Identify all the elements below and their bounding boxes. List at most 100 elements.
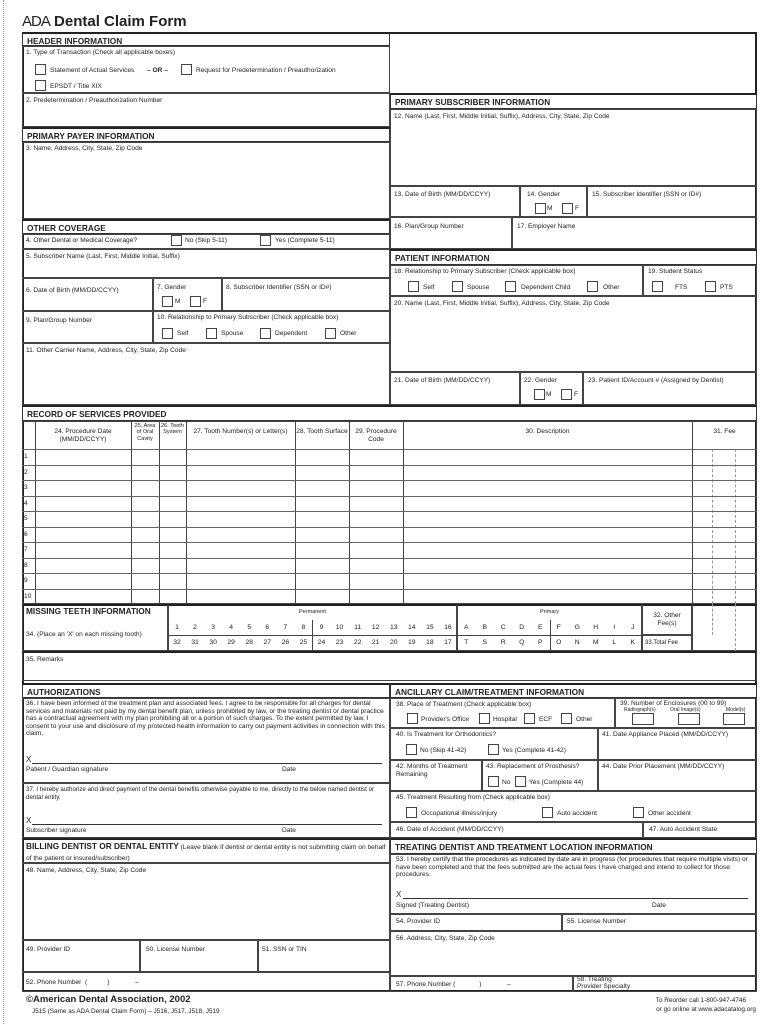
auto-accident-checkbox[interactable] bbox=[542, 807, 553, 818]
tooth-27[interactable]: 27 bbox=[263, 639, 272, 646]
ecf-checkbox[interactable] bbox=[524, 713, 535, 724]
tooth-30[interactable]: 30 bbox=[209, 639, 217, 646]
tooth-18[interactable]: 18 bbox=[426, 639, 434, 646]
item9-field[interactable] bbox=[22, 311, 153, 343]
tooth-20[interactable]: 20 bbox=[389, 639, 398, 646]
pat-gender-f-checkbox[interactable] bbox=[561, 389, 572, 400]
coverage-no-checkbox[interactable] bbox=[171, 235, 182, 246]
service-row[interactable] bbox=[22, 480, 757, 496]
item15-field[interactable] bbox=[587, 186, 757, 217]
tooth-15[interactable]: 15 bbox=[426, 624, 434, 631]
tooth-32[interactable]: 32 bbox=[173, 639, 181, 646]
tooth-28[interactable]: 28 bbox=[245, 639, 254, 646]
tooth-B[interactable]: B bbox=[482, 624, 488, 631]
tooth-C[interactable]: C bbox=[500, 624, 506, 631]
item21-field[interactable] bbox=[390, 372, 520, 405]
item47-field[interactable] bbox=[643, 822, 757, 838]
tooth-26[interactable]: 26 bbox=[281, 639, 290, 646]
tooth-G[interactable]: G bbox=[574, 624, 580, 631]
subscriber-signature-line[interactable] bbox=[32, 824, 382, 825]
prosthesis-no-checkbox[interactable] bbox=[488, 776, 499, 787]
tooth-7[interactable]: 7 bbox=[283, 624, 288, 631]
place-other-checkbox[interactable] bbox=[561, 713, 572, 724]
tooth-12[interactable]: 12 bbox=[371, 624, 380, 631]
service-row[interactable] bbox=[22, 464, 757, 481]
tooth-13[interactable]: 13 bbox=[389, 624, 398, 631]
item54-field[interactable] bbox=[390, 914, 562, 931]
tooth-17[interactable]: 17 bbox=[444, 639, 452, 646]
item51-field[interactable] bbox=[258, 940, 390, 972]
epsdt-checkbox[interactable] bbox=[35, 80, 46, 91]
other-accident-checkbox[interactable] bbox=[633, 807, 644, 818]
pts-checkbox[interactable] bbox=[705, 281, 716, 292]
tooth-F[interactable]: F bbox=[556, 624, 561, 631]
patient-signature-line[interactable] bbox=[32, 763, 382, 764]
tooth-14[interactable]: 14 bbox=[408, 624, 416, 631]
tooth-3[interactable]: 3 bbox=[211, 624, 216, 631]
item17-field[interactable] bbox=[512, 217, 757, 249]
tooth-23[interactable]: 23 bbox=[335, 639, 344, 646]
item3-field[interactable] bbox=[22, 142, 390, 219]
rel-dependent-checkbox[interactable] bbox=[260, 328, 271, 339]
tooth-Q[interactable]: Q bbox=[519, 639, 525, 646]
tooth-9[interactable]: 9 bbox=[319, 624, 324, 631]
actual-services-checkbox[interactable] bbox=[35, 64, 46, 75]
coverage-yes-checkbox[interactable] bbox=[260, 235, 271, 246]
item11-field[interactable] bbox=[22, 343, 390, 405]
tooth-K[interactable]: K bbox=[630, 639, 636, 646]
item52-field[interactable] bbox=[22, 972, 390, 992]
item2-field[interactable] bbox=[22, 93, 390, 127]
pat-other-checkbox[interactable] bbox=[587, 281, 598, 292]
prosthesis-yes-checkbox[interactable] bbox=[515, 776, 526, 787]
tooth-E[interactable]: E bbox=[537, 624, 543, 631]
tooth-4[interactable]: 4 bbox=[229, 624, 234, 631]
tooth-2[interactable]: 2 bbox=[193, 624, 197, 631]
item23-field[interactable] bbox=[583, 372, 757, 405]
item46-field[interactable] bbox=[390, 822, 643, 838]
tooth-5[interactable]: 5 bbox=[247, 624, 252, 631]
service-row[interactable] bbox=[22, 557, 757, 574]
tooth-M[interactable]: M bbox=[592, 639, 599, 646]
tooth-I[interactable]: I bbox=[613, 624, 616, 631]
other-gender-m-checkbox[interactable] bbox=[162, 296, 173, 307]
tooth-T[interactable]: T bbox=[464, 639, 469, 646]
tooth-D[interactable]: D bbox=[519, 624, 525, 631]
tooth-6[interactable]: 6 bbox=[265, 624, 270, 631]
service-row[interactable] bbox=[22, 495, 757, 512]
tooth-24[interactable]: 24 bbox=[317, 639, 326, 646]
tooth-21[interactable]: 21 bbox=[371, 639, 380, 646]
service-row[interactable] bbox=[22, 449, 757, 465]
item41-field[interactable] bbox=[598, 728, 757, 760]
pat-gender-m-checkbox[interactable] bbox=[534, 389, 545, 400]
item48-field[interactable] bbox=[22, 863, 390, 940]
rel-spouse-checkbox[interactable] bbox=[206, 328, 217, 339]
tooth-19[interactable]: 19 bbox=[408, 639, 416, 646]
rel-other-checkbox[interactable] bbox=[325, 328, 336, 339]
item8-field[interactable] bbox=[222, 278, 390, 311]
item56-field[interactable] bbox=[390, 931, 757, 976]
tooth-8[interactable]: 8 bbox=[301, 624, 306, 631]
item20-field[interactable] bbox=[390, 296, 757, 372]
item44-field[interactable] bbox=[598, 760, 757, 791]
service-row[interactable] bbox=[22, 511, 757, 527]
tooth-25[interactable]: 25 bbox=[299, 639, 308, 646]
pat-child-checkbox[interactable] bbox=[505, 281, 516, 292]
item12-field[interactable] bbox=[390, 109, 757, 186]
tooth-11[interactable]: 11 bbox=[354, 624, 362, 631]
item49-field[interactable] bbox=[22, 940, 140, 972]
predetermination-checkbox[interactable] bbox=[181, 64, 192, 75]
tooth-31[interactable]: 31 bbox=[191, 639, 199, 646]
tooth-R[interactable]: R bbox=[500, 639, 506, 646]
tooth-22[interactable]: 22 bbox=[353, 639, 362, 646]
remarks-field[interactable] bbox=[22, 651, 757, 681]
item55-field[interactable] bbox=[562, 914, 757, 931]
fts-checkbox[interactable] bbox=[652, 281, 663, 292]
service-row[interactable] bbox=[22, 526, 757, 543]
service-row[interactable] bbox=[22, 542, 757, 558]
item42-field[interactable] bbox=[390, 760, 482, 791]
tooth-1[interactable]: 1 bbox=[175, 624, 179, 631]
service-row[interactable] bbox=[22, 573, 757, 589]
item6-field[interactable] bbox=[22, 278, 153, 311]
other-fee-cell[interactable] bbox=[642, 604, 692, 635]
oral-images-input[interactable] bbox=[678, 713, 700, 725]
